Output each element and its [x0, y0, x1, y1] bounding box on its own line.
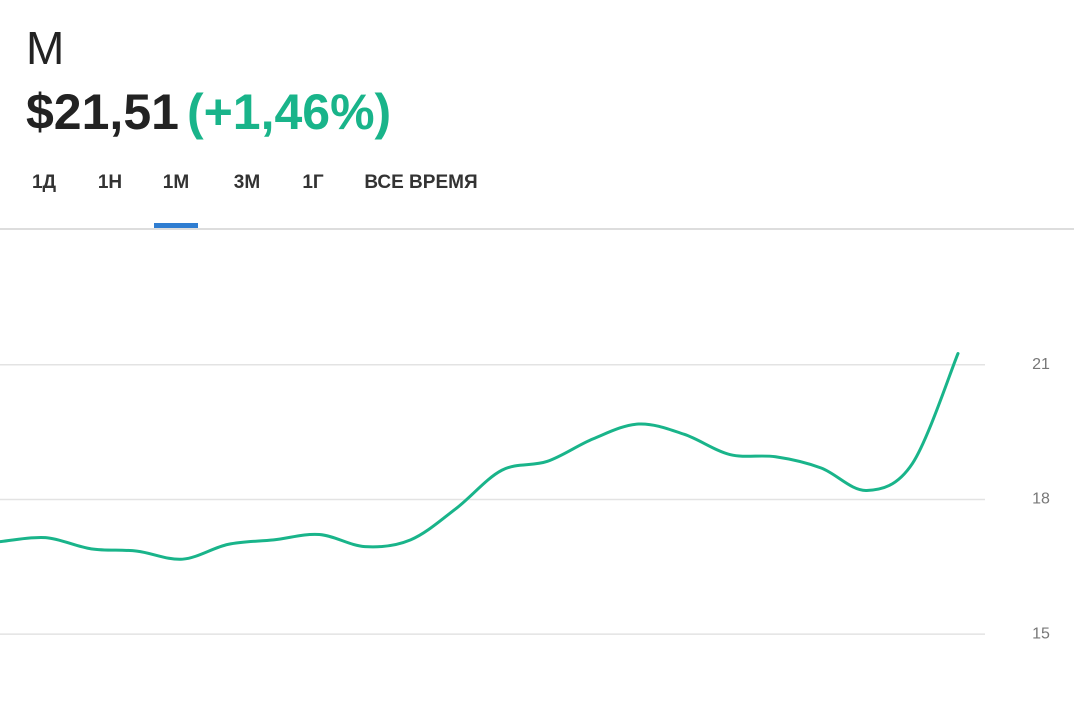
- period-tab[interactable]: ВСЕ ВРЕМЯ: [364, 172, 478, 193]
- y-tick-label: 18: [1032, 491, 1050, 508]
- price-line: [0, 352, 960, 561]
- ticker: M: [26, 22, 65, 74]
- selected-tab-indicator: [154, 223, 198, 228]
- period-tab[interactable]: 1Н: [97, 172, 123, 193]
- change: (+1,46%): [186, 84, 392, 140]
- period-tabs: 1Д 1Н 1М 3М 1Г ВСЕ ВРЕМЯ: [0, 160, 1074, 230]
- y-tick-label: 21: [1032, 356, 1050, 373]
- price: $21,51: [26, 84, 179, 140]
- period-tab[interactable]: 1Д: [31, 172, 57, 193]
- y-tick-label: 15: [1032, 625, 1050, 642]
- quote: $21,51 (+1,46%): [26, 84, 391, 140]
- chart: 15 18 21: [0, 352, 1050, 642]
- period-tab[interactable]: 3М: [233, 172, 261, 193]
- period-tab[interactable]: 1Г: [302, 172, 324, 193]
- period-tab[interactable]: 1М: [162, 172, 190, 193]
